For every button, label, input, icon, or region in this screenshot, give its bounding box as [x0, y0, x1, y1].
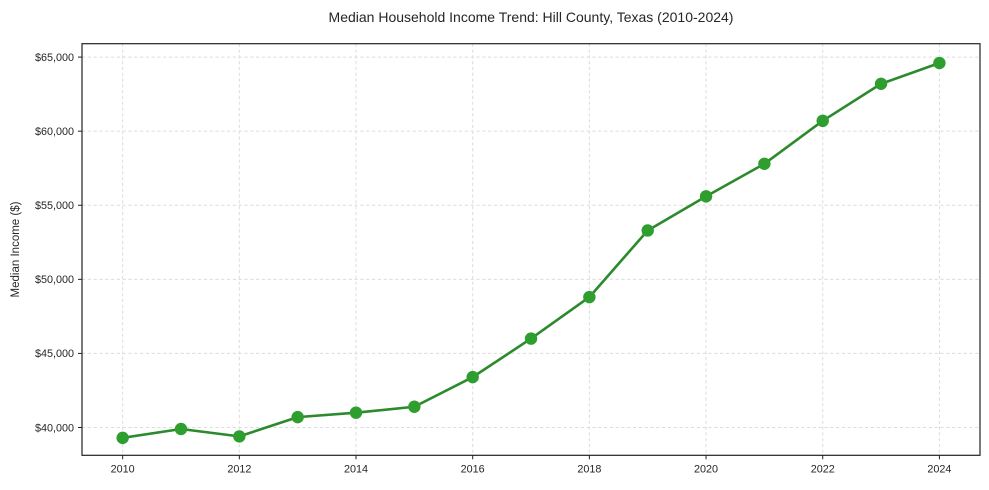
svg-text:$40,000: $40,000: [35, 422, 74, 434]
svg-text:$55,000: $55,000: [35, 200, 74, 212]
svg-text:2014: 2014: [344, 463, 368, 475]
svg-text:2020: 2020: [694, 463, 718, 475]
svg-text:$50,000: $50,000: [35, 274, 74, 286]
svg-text:$45,000: $45,000: [35, 348, 74, 360]
svg-text:$65,000: $65,000: [35, 52, 74, 64]
svg-text:$60,000: $60,000: [35, 126, 74, 138]
svg-text:2022: 2022: [811, 463, 835, 475]
svg-text:2016: 2016: [461, 463, 485, 475]
svg-text:2012: 2012: [227, 463, 251, 475]
svg-text:2010: 2010: [111, 463, 135, 475]
svg-text:2018: 2018: [577, 463, 601, 475]
svg-text:2024: 2024: [927, 463, 951, 475]
svg-text:Median Income ($): Median Income ($): [10, 201, 22, 297]
